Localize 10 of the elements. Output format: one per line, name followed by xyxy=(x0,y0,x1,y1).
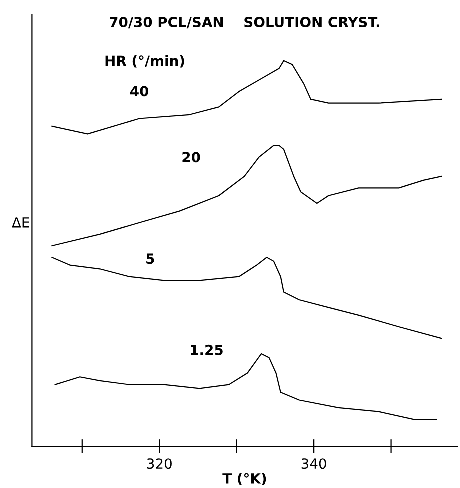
x-tick-label: 340 xyxy=(302,458,326,470)
series-label: 5 xyxy=(146,254,154,264)
text: 20 xyxy=(182,152,200,163)
legend-title: HR (°/min) xyxy=(106,55,184,68)
y-axis-title: ΔE xyxy=(12,218,30,228)
series-label: 40 xyxy=(130,86,149,97)
text: 1.25 xyxy=(191,344,223,356)
x-tick-label: 320 xyxy=(147,458,172,470)
chart-title: 70/30 PCL/SAN SOLUTION CRYST. xyxy=(110,17,380,29)
x-axis-title: T (°K) xyxy=(222,473,266,486)
